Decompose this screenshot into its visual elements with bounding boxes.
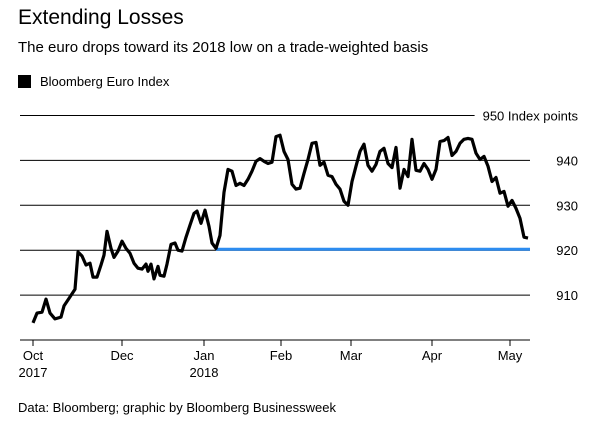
legend-label: Bloomberg Euro Index	[40, 74, 170, 89]
x-tick-label: Apr	[422, 348, 443, 363]
x-tick-label: May	[498, 348, 523, 363]
x-tick-label: Feb	[270, 348, 292, 363]
source: Data: Bloomberg; graphic by Bloomberg Bu…	[18, 400, 336, 415]
line-series	[31, 133, 529, 324]
chart-title: Extending Losses	[18, 6, 184, 29]
y-tick-label: 940	[556, 153, 578, 168]
legend-swatch	[18, 75, 31, 88]
y-tick-label: 910	[556, 288, 578, 303]
chart-subtitle: The euro drops toward its 2018 low on a …	[18, 39, 428, 56]
y-tick-label: 950 Index points	[483, 108, 579, 123]
x-tick-label: Oct 2017	[19, 348, 48, 380]
x-tick-label: Mar	[340, 348, 363, 363]
x-tick-label: Jan 2018	[190, 348, 219, 380]
y-tick-label: 930	[556, 198, 578, 213]
y-tick-label: 920	[556, 243, 578, 258]
x-tick-label: Dec	[110, 348, 134, 363]
